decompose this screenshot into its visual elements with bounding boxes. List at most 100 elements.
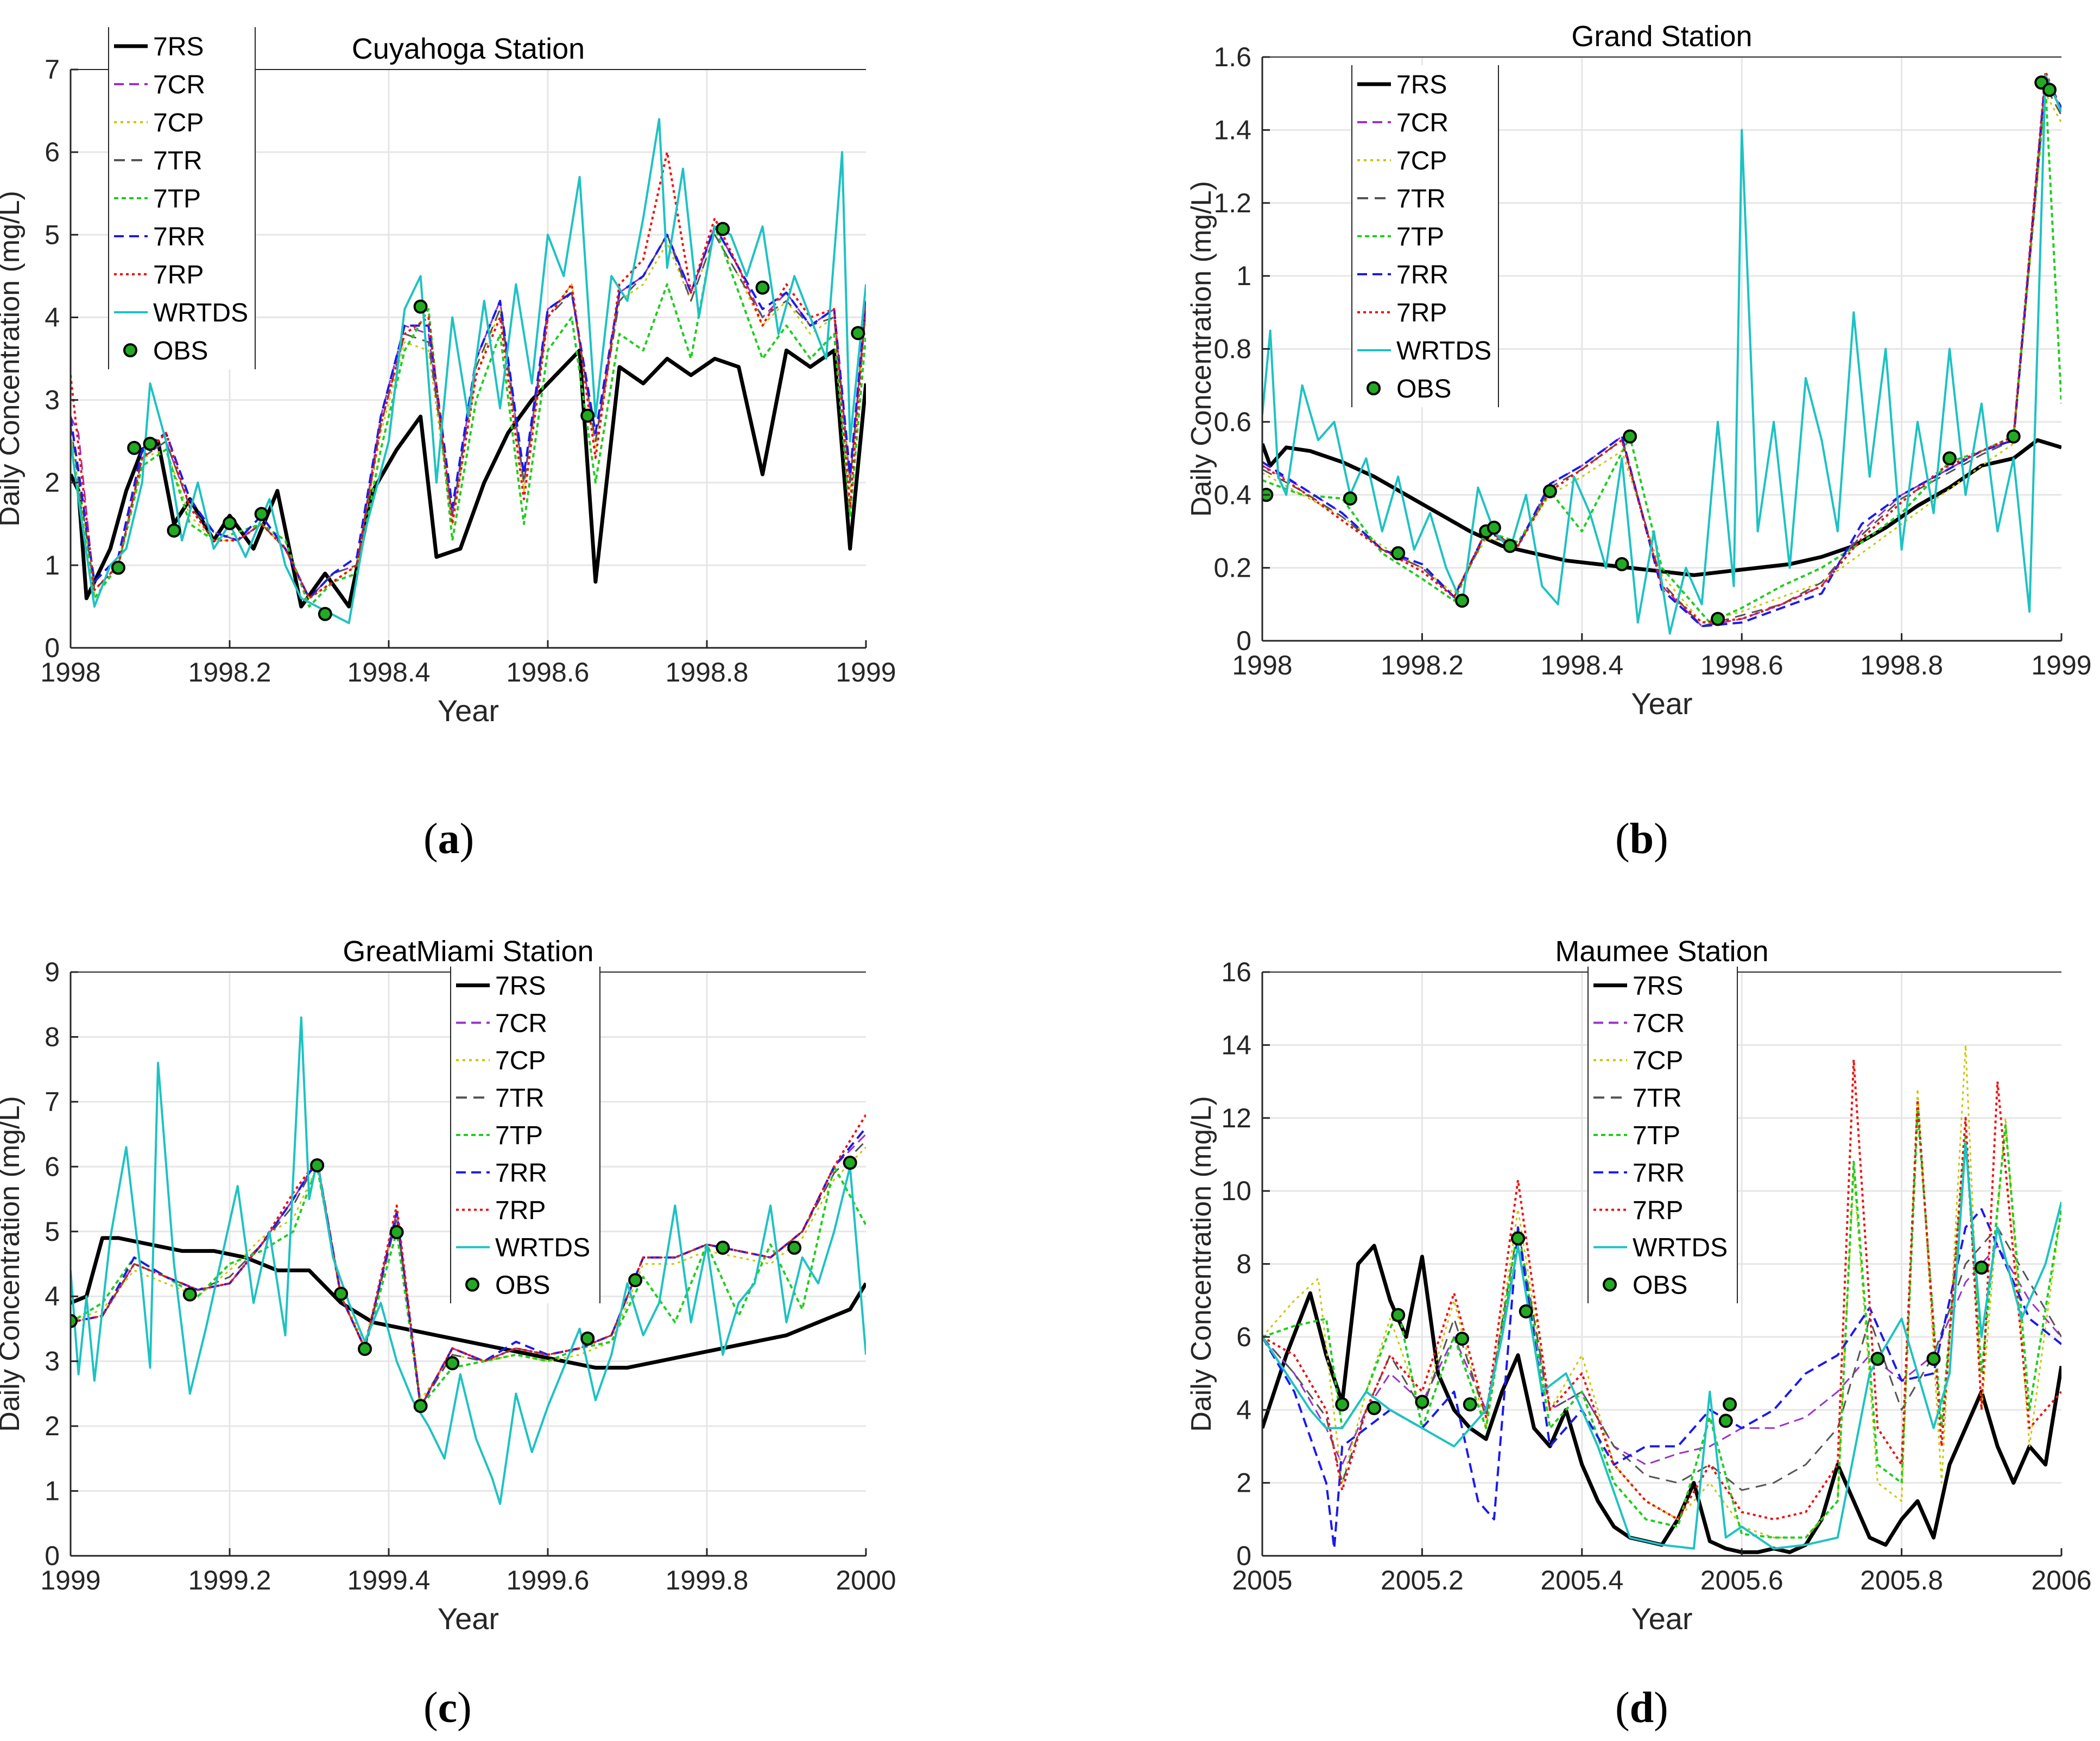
y-tick-label: 6: [1236, 1322, 1251, 1352]
series-line-7rs: [71, 1236, 866, 1370]
x-axis-label: Year: [438, 1601, 499, 1636]
y-tick-label: 2: [1236, 1468, 1251, 1498]
legend-label-7tr: 7TR: [1396, 185, 1446, 213]
y-tick-label: 4: [1236, 1395, 1251, 1425]
obs-point: [2042, 83, 2057, 97]
y-axis-label: Daily Concentration (mg/L): [1186, 1096, 1217, 1431]
obs-point: [1503, 539, 1517, 553]
legend: 7RS 7CR 7CP 7TR 7TP 7RR 7RP WRTDS OBS: [1351, 65, 1499, 407]
legend-label-wrtds: WRTDS: [1633, 1234, 1728, 1263]
obs-point: [358, 1341, 372, 1356]
series-line-wrtds: [1262, 74, 2061, 635]
y-tick-label: 4: [45, 302, 60, 332]
obs-point: [716, 222, 730, 236]
legend-label-7rp: 7RP: [1633, 1196, 1683, 1225]
series-line-7cp: [71, 1146, 866, 1401]
obs-point: [1391, 1308, 1406, 1322]
obs-point: [1463, 1397, 1477, 1412]
obs-point: [1487, 520, 1501, 535]
x-tick-label: 2005.2: [1381, 1565, 1464, 1595]
legend-label-7tp: 7TP: [153, 185, 201, 213]
obs-point: [1343, 491, 1357, 506]
x-tick-label: 1998.4: [347, 657, 431, 687]
obs-point: [787, 1240, 802, 1255]
y-tick-label: 0: [45, 633, 60, 663]
panel-label-c: (c): [423, 1684, 472, 1732]
x-tick-label: 2006: [2031, 1565, 2091, 1595]
legend-marker-obs: [1603, 1277, 1617, 1292]
obs-point: [445, 1356, 460, 1371]
obs-point: [1391, 546, 1406, 560]
series-line-7rp: [71, 151, 866, 600]
x-tick-label: 1998.6: [507, 657, 590, 687]
y-tick-label: 16: [1221, 957, 1251, 987]
legend-label-7tr: 7TR: [153, 147, 203, 175]
obs-point: [182, 1287, 197, 1302]
panel-label-d: (d): [1615, 1684, 1668, 1732]
x-tick-label: 1998.8: [1860, 650, 1943, 680]
y-axis-label: Daily Concentration (mg/L): [0, 191, 26, 526]
obs-point: [1974, 1260, 1989, 1275]
obs-point: [1711, 611, 1725, 626]
obs-point: [1942, 451, 1957, 466]
series-line-7rs: [1262, 438, 2061, 577]
obs-point: [1623, 429, 1637, 444]
obs-point: [1542, 484, 1557, 499]
y-tick-label: 8: [1236, 1249, 1251, 1279]
legend-label-wrtds: WRTDS: [495, 1234, 590, 1263]
legend-label-7tr: 7TR: [1633, 1084, 1682, 1113]
legend-label-7tp: 7TP: [1633, 1121, 1680, 1150]
x-axis-label: Year: [1631, 686, 1692, 721]
y-tick-label: 14: [1221, 1030, 1251, 1060]
plot-area: [1262, 1044, 2061, 1554]
obs-point: [1455, 594, 1469, 608]
y-tick-label: 1.4: [1213, 115, 1251, 145]
x-tick-label: 1999.4: [347, 1565, 431, 1595]
legend-label-7cp: 7CP: [1396, 147, 1447, 175]
legend-marker-obs: [465, 1277, 479, 1292]
legend-label-7rr: 7RR: [153, 223, 205, 251]
obs-point: [389, 1225, 404, 1239]
y-axis-label: Daily Concentration (mg/L): [0, 1096, 26, 1431]
legend: 7RS 7CR 7CP 7TR 7TP 7RR 7RP WRTDS OBS: [450, 967, 600, 1303]
chart-1: 1998 1998.2 1998.4 1998.6 1998.8 1999 0 1 2 3 4 5 6 7…: [0, 27, 896, 728]
legend-label-obs: OBS: [1633, 1271, 1687, 1300]
chart-2: 1998 1998.2 1998.4 1998.6 1998.8 1999 0 0.2 0.4 0…: [1186, 20, 2092, 721]
series-line-7tp: [71, 225, 866, 608]
y-tick-label: 6: [45, 1151, 60, 1182]
x-tick-label: 2005.6: [1700, 1565, 1783, 1595]
legend-label-7cr: 7CR: [1633, 1009, 1685, 1038]
y-tick-label: 8: [45, 1021, 60, 1052]
x-tick-label: 2005: [1232, 1565, 1292, 1595]
y-tick-label: 3: [45, 1346, 60, 1377]
obs-point: [1455, 1332, 1469, 1346]
x-tick-label: 1999: [40, 1565, 100, 1595]
series-line-7rs: [71, 348, 866, 609]
y-tick-label: 1: [45, 1476, 60, 1506]
y-axis-label: Daily Concentration (mg/L): [1186, 181, 1217, 516]
legend-label-7tp: 7TP: [495, 1121, 543, 1150]
legend-label-7rs: 7RS: [153, 33, 204, 61]
x-tick-label: 2005.4: [1540, 1565, 1623, 1595]
obs-point: [1415, 1395, 1429, 1409]
obs-point: [1718, 1414, 1733, 1428]
y-tick-label: 12: [1221, 1103, 1251, 1133]
obs-point: [1335, 1397, 1350, 1412]
obs-point: [2006, 429, 2021, 444]
chart-title: Cuyahoga Station: [352, 33, 585, 65]
legend: 7RS 7CR 7CP 7TR 7TP 7RR 7RP WRTDS OBS: [1587, 967, 1738, 1303]
obs-point: [1511, 1231, 1526, 1246]
legend-marker-obs: [1367, 381, 1381, 395]
x-tick-label: 1998: [40, 657, 100, 687]
y-tick-label: 6: [45, 137, 60, 167]
legend-label-wrtds: WRTDS: [153, 299, 248, 327]
legend-label-7rs: 7RS: [495, 972, 546, 1000]
series-line-7tp: [1262, 85, 2061, 624]
legend-label-7cr: 7CR: [1396, 109, 1449, 137]
y-tick-label: 9: [45, 957, 60, 987]
plot-area: [71, 118, 866, 625]
legend-label-7cp: 7CP: [495, 1046, 546, 1075]
obs-point: [755, 280, 770, 295]
y-tick-label: 7: [45, 1087, 60, 1117]
